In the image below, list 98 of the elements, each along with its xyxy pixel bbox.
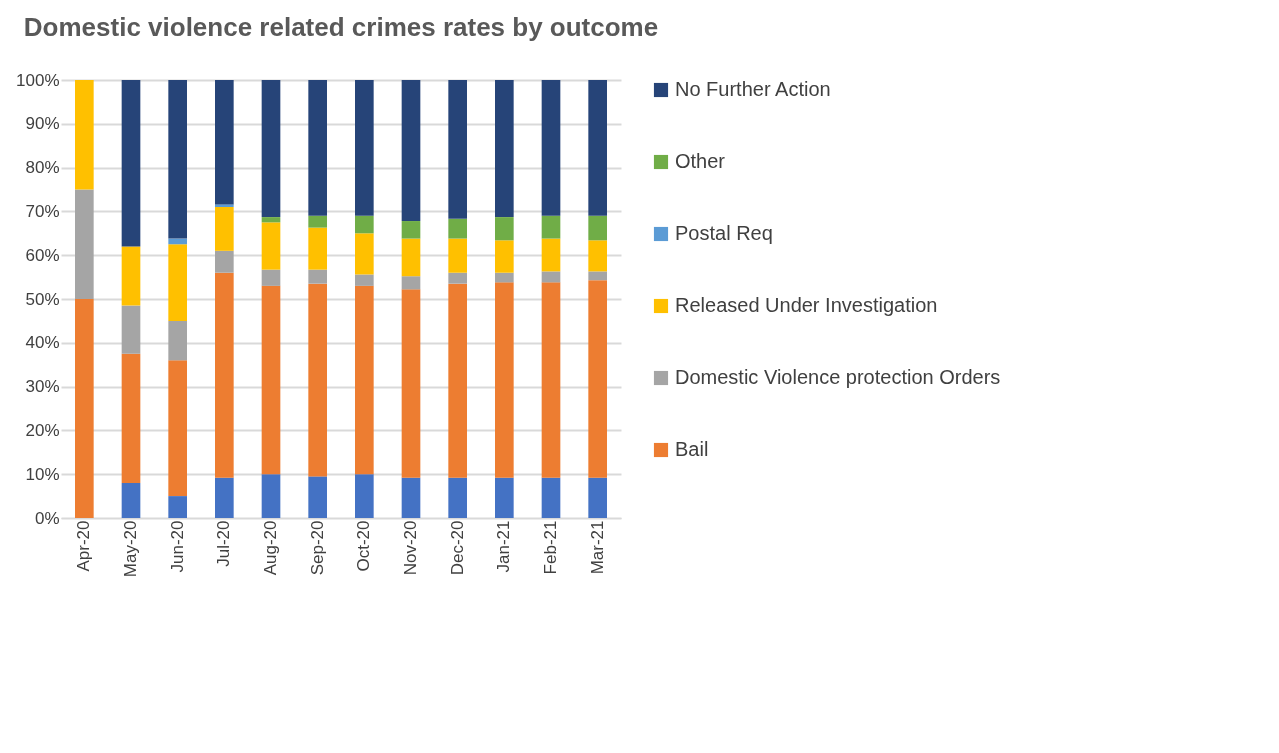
bar	[401, 289, 421, 478]
x-tick-label: Dec-20	[447, 520, 467, 576]
bar	[541, 271, 561, 283]
bar	[541, 282, 561, 478]
bar	[168, 244, 187, 321]
bar	[448, 238, 467, 273]
x-tick-label: Feb-21	[541, 520, 560, 575]
bar	[541, 215, 561, 239]
bar	[261, 285, 281, 475]
y-tick-label: 100%	[16, 70, 60, 90]
bar	[588, 280, 607, 478]
bar	[401, 276, 421, 290]
bar	[448, 218, 467, 239]
y-tick-label: 40%	[25, 333, 60, 353]
bar	[215, 272, 234, 478]
bar	[401, 477, 421, 518]
bar	[121, 305, 141, 354]
bar	[121, 246, 141, 306]
legend-label: Other	[675, 150, 726, 172]
bar	[215, 207, 234, 251]
bar	[168, 238, 187, 245]
legend-label: Bail	[675, 438, 709, 460]
y-tick-label: 30%	[25, 377, 60, 397]
legend-label: Domestic Violence protection Orders	[675, 366, 1001, 388]
x-tick-label: Oct-20	[354, 520, 374, 572]
y-tick-label: 10%	[25, 464, 60, 484]
y-tick-label: 90%	[25, 114, 60, 134]
bar	[448, 283, 467, 478]
x-tick-label: Jan-21	[494, 520, 514, 573]
bar	[495, 80, 514, 218]
bar	[121, 80, 141, 247]
bar	[588, 271, 607, 281]
bar	[308, 80, 327, 216]
y-tick-label: 0%	[34, 508, 60, 528]
x-tick-label: Jun-20	[167, 520, 187, 573]
bar	[308, 283, 327, 477]
bar	[308, 215, 327, 228]
bar	[355, 215, 374, 234]
y-tick-label: 20%	[25, 420, 60, 440]
bar	[541, 477, 561, 518]
chart-title: Domestic violence related crimes rates by outcome	[23, 12, 659, 42]
bar	[495, 477, 514, 518]
bar	[168, 80, 187, 239]
bar	[588, 80, 607, 216]
bar	[261, 80, 281, 218]
bar	[308, 269, 327, 284]
bar	[261, 217, 281, 223]
x-tick-label: Mar-21	[587, 520, 607, 575]
y-tick-label: 60%	[25, 245, 60, 265]
bar	[168, 496, 187, 518]
y-tick-label: 50%	[25, 289, 60, 309]
bar	[121, 353, 141, 483]
bar	[355, 474, 374, 518]
bar	[355, 285, 374, 475]
bar	[448, 477, 467, 518]
bar	[541, 80, 561, 216]
legend-label: Released Under Investigation	[675, 294, 938, 316]
bar	[541, 238, 561, 272]
x-tick-label: Nov-20	[401, 520, 420, 576]
x-tick-label: May-20	[121, 520, 140, 578]
bar	[401, 80, 421, 222]
bar	[495, 282, 514, 478]
bar	[308, 227, 327, 270]
bar	[448, 80, 467, 219]
y-tick-label: 80%	[25, 158, 60, 178]
bar	[308, 476, 327, 518]
bar	[401, 238, 421, 277]
bar	[355, 80, 374, 216]
bar	[401, 221, 421, 239]
bar	[261, 474, 281, 518]
bar	[261, 222, 281, 270]
legend-label: No Further Action	[675, 78, 831, 100]
bar	[215, 80, 234, 205]
bar	[75, 80, 94, 190]
bar	[355, 233, 374, 275]
x-tick-label: Aug-20	[261, 520, 280, 576]
bar	[495, 272, 514, 283]
bar	[168, 320, 187, 361]
bar	[261, 269, 281, 286]
bar	[448, 272, 467, 284]
x-tick-label: Apr-20	[74, 520, 94, 572]
bar	[495, 240, 514, 273]
bar	[355, 274, 374, 286]
bar	[215, 250, 234, 273]
bar	[495, 217, 514, 241]
y-tick-label: 70%	[25, 201, 60, 221]
legend-label: Postal Req	[675, 222, 773, 244]
bar	[215, 204, 234, 208]
bar	[215, 477, 234, 518]
bar	[168, 360, 187, 497]
bar	[588, 240, 607, 272]
bar	[75, 299, 94, 518]
bar	[588, 477, 607, 518]
bar	[121, 482, 141, 518]
bar	[75, 189, 94, 299]
x-tick-label: Jul-20	[214, 520, 234, 567]
x-tick-label: Sep-20	[307, 520, 327, 576]
bar	[588, 215, 607, 241]
